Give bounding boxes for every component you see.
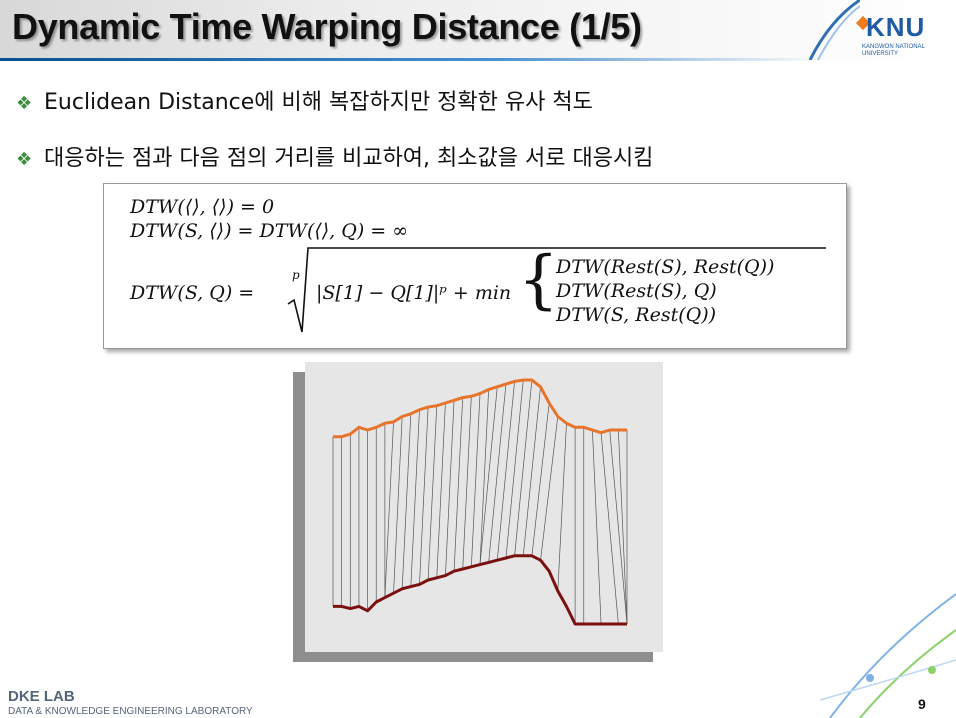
formula-radicand: |S[1] − Q[1]|ᵖ + min: [316, 282, 512, 304]
root-index: p: [292, 268, 300, 282]
warping-path-line: [488, 384, 507, 563]
warping-path-line: [496, 381, 515, 561]
warping-path-line: [401, 413, 412, 589]
case-2: DTW(Rest(S), Q): [556, 280, 717, 302]
bullet-2-text: 대응하는 점과 다음 점의 거리를 비교하여, 최소값을 서로 대응시킴: [44, 146, 654, 171]
warping-path-line: [531, 402, 550, 556]
corner-decoration: [820, 593, 956, 718]
bullet-2: ❖ 대응하는 점과 다음 점의 거리를 비교하여, 최소값을 서로 대응시킴: [16, 140, 653, 172]
warping-path-line: [471, 393, 481, 567]
case-1: DTW(Rest(S), Rest(Q)): [556, 256, 775, 278]
warping-path-line: [505, 380, 524, 559]
warping-path-line: [609, 429, 628, 625]
warping-path-line: [393, 416, 403, 594]
left-brace: {: [518, 243, 559, 317]
warping-path-line: [514, 380, 533, 556]
warping-path-line: [592, 429, 602, 625]
warping-path-line: [540, 416, 559, 561]
warping-path-line: [445, 400, 455, 576]
warping-path-line: [436, 402, 446, 578]
warping-path-line: [384, 421, 394, 598]
time-series-s-line: [333, 554, 627, 626]
figure-panel: [305, 362, 663, 652]
warping-path-line: [479, 389, 489, 565]
formula-line-1: DTW(⟨⟩, ⟨⟩) = 0: [130, 196, 275, 218]
title-swoosh-decoration: [808, 0, 860, 60]
title-bar: [0, 0, 956, 61]
radical-sign: [287, 247, 826, 333]
warping-path-line: [557, 423, 567, 592]
warping-path-line: [419, 407, 429, 585]
slide-title: Dynamic Time Warping Distance (1/5): [12, 6, 642, 47]
footer-lab-name: DKE LAB: [8, 688, 75, 705]
warping-path-line: [600, 432, 619, 625]
page-number: 9: [918, 696, 926, 712]
formula-lhs: DTW(S, Q) =: [130, 282, 255, 304]
warping-path-line: [453, 397, 464, 572]
case-3: DTW(S, Rest(Q)): [556, 304, 717, 326]
diamond-bullet-icon: ❖: [16, 93, 33, 114]
logo-name: KNU: [866, 12, 926, 42]
university-logo: KNU KANGWON NATIONAL UNIVERSITY: [855, 12, 948, 58]
dtw-alignment-figure: [332, 378, 628, 626]
formula-box: DTW(⟨⟩, ⟨⟩) = 0 DTW(S, ⟨⟩) = DTW(⟨⟩, Q) …: [103, 183, 847, 349]
warping-path-line: [522, 386, 541, 556]
footer-lab-subtitle: DATA & KNOWLEDGE ENGINEERING LABORATORY: [8, 706, 253, 717]
bullet-1: ❖ Euclidean Distance에 비해 복잡하지만 정확한 유사 척도: [16, 84, 593, 116]
formula-line-2: DTW(S, ⟨⟩) = DTW(⟨⟩, Q) = ∞: [130, 220, 409, 242]
warping-path-line: [479, 386, 498, 565]
warping-path-line: [462, 396, 472, 570]
diamond-bullet-icon: ❖: [16, 149, 33, 170]
bullet-1-text: Euclidean Distance에 비해 복잡하지만 정확한 유사 척도: [44, 90, 593, 115]
warping-path-line: [410, 409, 420, 587]
logo-subtitle: KANGWON NATIONAL UNIVERSITY: [862, 44, 925, 57]
time-series-q-line: [333, 378, 627, 439]
warping-path-line: [618, 429, 628, 625]
warping-path-line: [427, 405, 438, 581]
